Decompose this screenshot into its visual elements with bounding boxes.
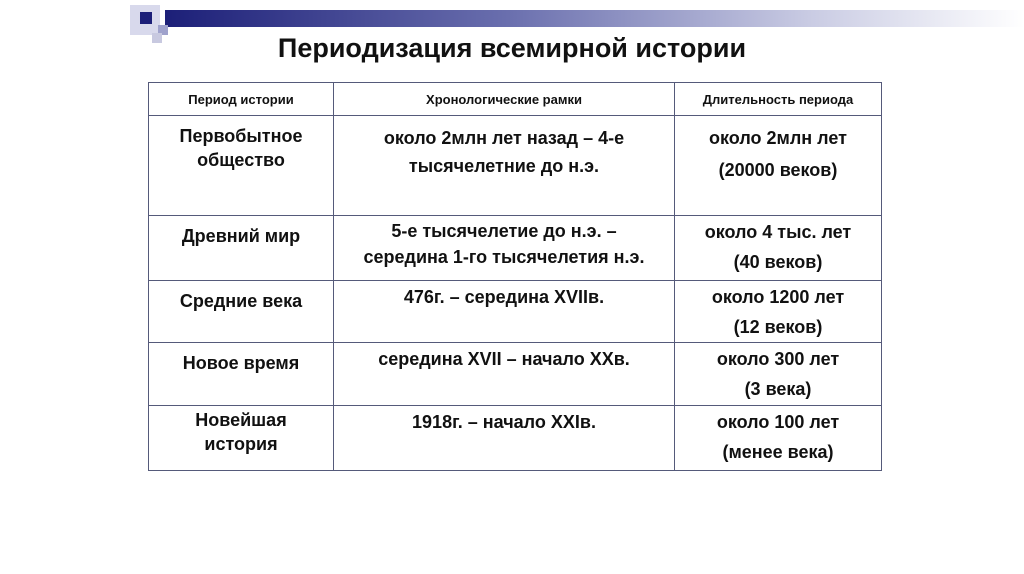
duration-cell: около 4 тыс. лет (40 веков) — [674, 215, 882, 281]
period-cell: Новейшая история — [148, 405, 334, 471]
duration-years: около 4 тыс. лет — [704, 222, 852, 242]
table-row: Новое время середина XVII – начало XXв. … — [148, 342, 882, 406]
duration-centuries: (3 века) — [744, 379, 812, 399]
duration-cell: около 1200 лет (12 веков) — [674, 280, 882, 343]
decorative-header-bar — [165, 10, 1024, 27]
decorative-square — [152, 33, 162, 43]
duration-cell: около 100 лет (менее века) — [674, 405, 882, 471]
column-header: Период истории — [148, 82, 334, 116]
table-row: Новейшая история 1918г. – начало XXIв. о… — [148, 405, 882, 471]
duration-years: около 1200 лет — [711, 287, 845, 307]
table-row: Средние века 476г. – середина XVIIв. око… — [148, 280, 882, 343]
page-title: Периодизация всемирной истории — [277, 33, 747, 63]
range-cell: 476г. – середина XVIIв. — [333, 280, 675, 343]
duration-years: около 100 лет — [716, 412, 840, 432]
duration-centuries: (40 веков) — [733, 252, 823, 272]
table-header-row: Период истории Хронологические рамки Дли… — [148, 82, 882, 116]
period-cell: Средние века — [148, 280, 334, 343]
range-cell: 1918г. – начало XXIв. — [333, 405, 675, 471]
column-header: Длительность периода — [674, 82, 882, 116]
period-cell: Первобытное общество — [148, 115, 334, 216]
duration-centuries: (20000 веков) — [718, 160, 838, 180]
decorative-square — [158, 25, 168, 35]
duration-years: около 2млн лет — [709, 128, 847, 148]
period-cell: Древний мир — [148, 215, 334, 281]
duration-centuries: (12 веков) — [733, 317, 823, 337]
decorative-square — [140, 12, 152, 24]
duration-cell: около 2млн лет (20000 веков) — [674, 115, 882, 216]
duration-cell: около 300 лет (3 века) — [674, 342, 882, 406]
table-row: Первобытное общество около 2млн лет наза… — [148, 115, 882, 216]
range-cell: около 2млн лет назад – 4-е тысячелетние … — [333, 115, 675, 216]
duration-centuries: (менее века) — [722, 442, 834, 462]
duration-years: около 300 лет — [716, 349, 840, 369]
range-cell: середина XVII – начало XXв. — [333, 342, 675, 406]
column-header: Хронологические рамки — [333, 82, 675, 116]
period-cell: Новое время — [148, 342, 334, 406]
range-cell: 5-е тысячелетие до н.э. – середина 1-го … — [333, 215, 675, 281]
periods-table: Период истории Хронологические рамки Дли… — [148, 82, 882, 471]
table-row: Древний мир 5-е тысячелетие до н.э. – се… — [148, 215, 882, 281]
